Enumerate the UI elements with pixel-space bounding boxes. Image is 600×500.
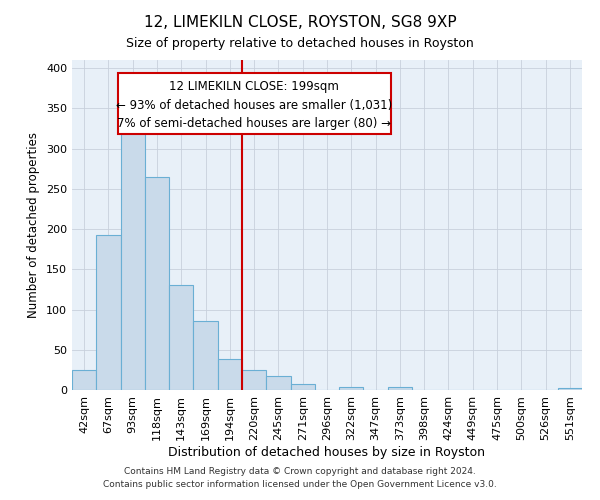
Bar — [242, 370, 266, 390]
Bar — [121, 126, 145, 390]
Bar — [72, 370, 96, 390]
Bar — [193, 321, 218, 390]
Bar — [558, 388, 582, 390]
Y-axis label: Number of detached properties: Number of detached properties — [28, 132, 40, 318]
Text: ← 93% of detached houses are smaller (1,031): ← 93% of detached houses are smaller (1,… — [116, 98, 392, 112]
Bar — [388, 387, 412, 390]
Text: Size of property relative to detached houses in Royston: Size of property relative to detached ho… — [126, 38, 474, 51]
Bar — [218, 360, 242, 390]
FancyBboxPatch shape — [118, 73, 391, 134]
Bar — [169, 286, 193, 390]
Bar — [290, 384, 315, 390]
Bar — [266, 376, 290, 390]
Text: Contains HM Land Registry data © Crown copyright and database right 2024.
Contai: Contains HM Land Registry data © Crown c… — [103, 468, 497, 489]
Bar — [145, 176, 169, 390]
Bar — [339, 387, 364, 390]
Text: 7% of semi-detached houses are larger (80) →: 7% of semi-detached houses are larger (8… — [118, 118, 391, 130]
Text: 12, LIMEKILN CLOSE, ROYSTON, SG8 9XP: 12, LIMEKILN CLOSE, ROYSTON, SG8 9XP — [143, 15, 457, 30]
X-axis label: Distribution of detached houses by size in Royston: Distribution of detached houses by size … — [169, 446, 485, 458]
Text: 12 LIMEKILN CLOSE: 199sqm: 12 LIMEKILN CLOSE: 199sqm — [169, 80, 339, 93]
Bar — [96, 234, 121, 390]
